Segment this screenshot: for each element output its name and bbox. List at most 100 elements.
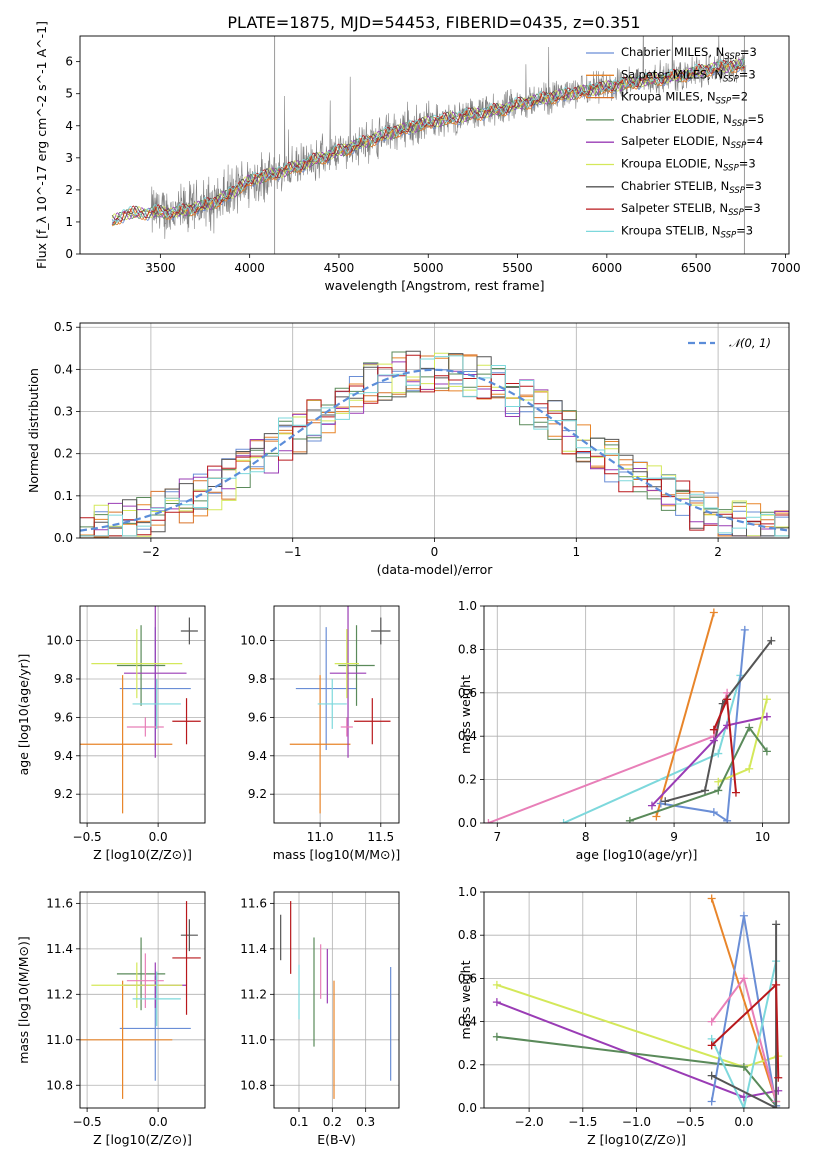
weight-marker	[709, 725, 718, 734]
tick-label-y: 11.6	[240, 896, 267, 910]
tick-label-y: 1.0	[458, 599, 477, 613]
weight-marker	[492, 1032, 501, 1041]
y-axis-label: mass weight	[458, 675, 473, 754]
legend-label: Salpeter ELODIE, NSSP=4	[621, 134, 763, 151]
tick-label-x: 6500	[681, 261, 712, 275]
tick-label-x: −1.5	[568, 1115, 597, 1129]
tick-label-y: 9.2	[248, 787, 267, 801]
x-axis-label: E(B-V)	[317, 1132, 356, 1147]
tick-label-y: 1.0	[458, 885, 477, 899]
tick-label-x: 4000	[234, 261, 265, 275]
tick-label-y: 0.2	[458, 1058, 477, 1072]
tick-label-y: 11.0	[46, 1033, 73, 1047]
tick-label-x: 4500	[324, 261, 355, 275]
weight-marker	[707, 1071, 716, 1080]
weight-marker	[484, 819, 493, 823]
tick-label-y: 10.0	[240, 634, 267, 648]
panel-mass_vs_ebv: 0.1 0.2 0.3 10.8 11.0 11.2 11.4 11.6 E(B-V)	[240, 891, 400, 1147]
weight-marker	[731, 788, 740, 797]
weight-marker	[723, 695, 732, 704]
tick-label-y: 10.8	[46, 1078, 73, 1092]
weight-line	[660, 629, 746, 823]
plot-area	[484, 608, 776, 823]
weight-marker	[714, 786, 723, 795]
weight-marker	[661, 797, 670, 806]
tick-label-x: 0.0	[734, 1115, 753, 1129]
plot-area	[280, 901, 392, 1099]
panel-weight_vs_Z: −2.0 −1.5 −1.0 −0.5 0.0 0.0 0.2 0.4 0.6 0.8 1.0 Z […	[458, 885, 790, 1147]
panel-age_vs_Z: −0.5 0.0 9.2 9.4 9.6 9.8 10.0 Z [log10(Z/Z⊙)] ag…	[16, 605, 206, 862]
weight-line	[655, 612, 715, 817]
weight-line	[651, 715, 768, 807]
tick-label-y: 2	[65, 183, 73, 197]
y-axis-label: Flux [f_λ 10^-17 erg cm^-2 s^-1 A^-1]	[34, 21, 49, 269]
legend: Chabrier MILES, NSSP=3 Salpeter MILES, NS…	[586, 45, 764, 240]
tick-label-y: 11.4	[46, 942, 73, 956]
weight-marker	[701, 786, 710, 795]
tick-label-x: 6000	[592, 261, 623, 275]
tick-label-y: 0.0	[54, 531, 73, 545]
tick-label-x: −0.5	[676, 1115, 705, 1129]
tick-label-x: 7	[493, 830, 501, 844]
weight-marker	[709, 736, 718, 745]
x-axis-label: age [log10(age/yr)]	[576, 847, 698, 862]
legend-label: Chabrier ELODIE, NSSP=5	[621, 112, 764, 129]
tick-label-y: 11.2	[46, 987, 73, 1001]
weight-marker	[707, 894, 716, 903]
tick-label-y: 0.3	[54, 405, 73, 419]
tick-label-x: 7000	[770, 261, 801, 275]
legend-label: Salpeter STELIB, NSSP=3	[621, 201, 761, 218]
weight-marker	[772, 1104, 781, 1108]
tick-label-y: 5	[65, 87, 73, 101]
tick-label-x: −2.0	[515, 1115, 544, 1129]
axes-frame	[483, 891, 790, 1109]
weight-marker	[714, 777, 723, 786]
tick-label-y: 0.6	[458, 686, 477, 700]
tick-label-y: 0	[65, 247, 73, 261]
tick-label-x: 0.3	[356, 1115, 375, 1129]
legend-label: Chabrier MILES, NSSP=3	[621, 45, 757, 62]
legend-label: Kroupa ELODIE, NSSP=3	[621, 157, 756, 174]
tick-label-x: 0.0	[149, 830, 168, 844]
panel-spectrum: 3500 4000 4500 5000 5500 6000 6500 7000 0 1 2 3 4 5 6 w…	[34, 21, 801, 293]
tick-label-y: 0.6	[458, 971, 477, 985]
tick-label-y: 11.4	[240, 942, 267, 956]
weight-line	[710, 898, 778, 1102]
tick-label-x: 2	[714, 545, 722, 559]
tick-label-x: 0.0	[149, 1115, 168, 1129]
tick-label-x: −2	[142, 545, 160, 559]
weight-marker	[656, 799, 665, 808]
tick-label-y: 0.4	[54, 362, 73, 376]
tick-label-x: 8	[582, 830, 590, 844]
weight-marker	[559, 819, 568, 823]
weight-marker	[739, 911, 748, 920]
tick-label-x: 11.5	[367, 830, 394, 844]
weight-marker	[745, 764, 754, 773]
weight-marker	[707, 1097, 716, 1106]
weight-marker	[647, 801, 656, 810]
normal-curve	[80, 368, 789, 532]
tick-label-y: 9.2	[54, 787, 73, 801]
tick-label-y: 9.8	[248, 672, 267, 686]
axes-frame	[79, 605, 206, 824]
model-spectrum	[111, 59, 745, 220]
tick-label-x: 0	[431, 545, 439, 559]
tick-label-x: 3500	[145, 261, 176, 275]
x-axis-label: mass [log10(M/M⊙)]	[273, 847, 401, 862]
tick-label-y: 6	[65, 55, 73, 69]
y-axis-label: age [log10(age/yr)]	[16, 654, 31, 776]
tick-label-y: 0.1	[54, 489, 73, 503]
weight-marker	[709, 808, 718, 817]
weight-line	[496, 1001, 779, 1099]
weight-marker	[767, 636, 776, 645]
panel-mass_vs_Z: −0.5 0.0 10.8 11.0 11.2 11.4 11.6 Z [log10(Z/Z⊙…	[16, 891, 206, 1147]
tick-label-y: 11.6	[46, 896, 73, 910]
plot-area	[80, 606, 201, 814]
legend-label: 𝒩(0, 1)	[729, 336, 771, 350]
tick-label-x: −0.5	[73, 830, 102, 844]
tick-label-y: 9.4	[54, 749, 73, 763]
x-axis-label: wavelength [Angstrom, rest frame]	[324, 278, 544, 293]
tick-label-y: 11.2	[240, 987, 267, 1001]
weight-marker	[745, 723, 754, 732]
